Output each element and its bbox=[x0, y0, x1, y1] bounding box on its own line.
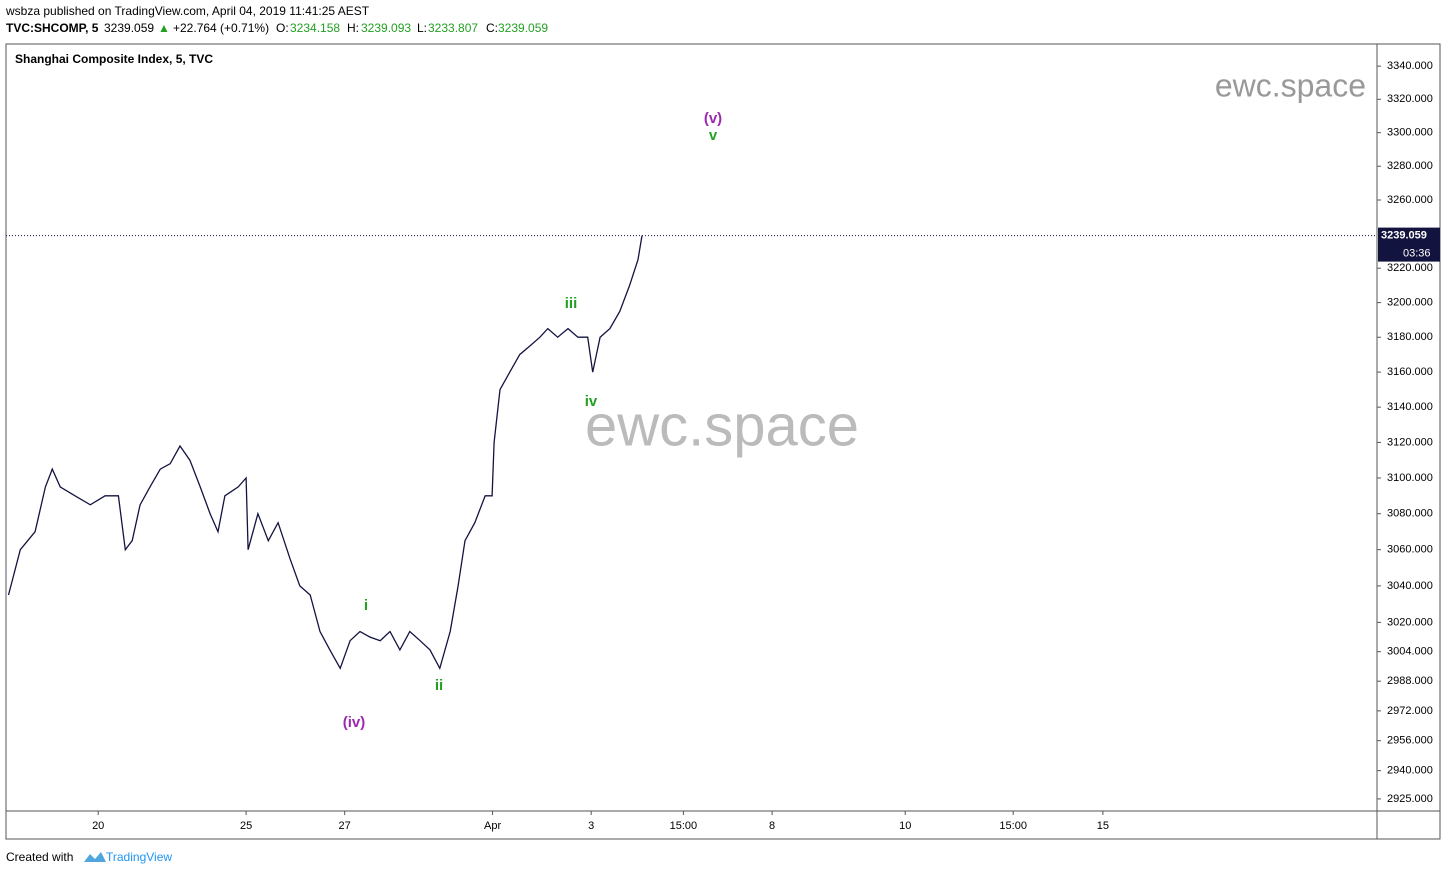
y-tick-label: 3080.000 bbox=[1387, 508, 1433, 520]
y-tick-label: 3020.000 bbox=[1387, 616, 1433, 628]
x-tick-label: 27 bbox=[339, 820, 351, 832]
y-tick-label: 3160.000 bbox=[1387, 366, 1433, 378]
last-price-box bbox=[1378, 227, 1440, 262]
low: 3233.807 bbox=[428, 21, 478, 35]
countdown: 03:36 bbox=[1403, 248, 1431, 260]
y-tick-label: 3100.000 bbox=[1387, 472, 1433, 484]
change: +22.764 (+0.71%) bbox=[173, 21, 269, 35]
y-tick-label: 3280.000 bbox=[1387, 160, 1433, 172]
wave-label: (v) bbox=[704, 110, 722, 127]
x-tick-label: 15 bbox=[1097, 820, 1109, 832]
y-tick-label: 2988.000 bbox=[1387, 675, 1433, 687]
y-tick-label: 3260.000 bbox=[1387, 194, 1433, 206]
symbol: TVC:SHCOMP, 5 bbox=[6, 21, 99, 35]
y-tick-label: 2925.000 bbox=[1387, 793, 1433, 805]
published: wsbza published on TradingView.com, Apri… bbox=[5, 4, 370, 18]
y-tick-label: 3140.000 bbox=[1387, 401, 1433, 413]
l-label: L: bbox=[417, 21, 427, 35]
watermark: ewc.space bbox=[585, 393, 859, 458]
x-tick-label: 25 bbox=[240, 820, 252, 832]
y-tick-label: 3120.000 bbox=[1387, 436, 1433, 448]
y-tick-label: 3220.000 bbox=[1387, 262, 1433, 274]
y-tick-label: 2940.000 bbox=[1387, 765, 1433, 777]
y-tick-label: 3040.000 bbox=[1387, 580, 1433, 592]
wave-label: i bbox=[364, 597, 368, 614]
y-tick-label: 2956.000 bbox=[1387, 735, 1433, 747]
wave-label: v bbox=[709, 127, 718, 144]
high: 3239.093 bbox=[361, 21, 411, 35]
open: 3234.158 bbox=[290, 21, 340, 35]
y-tick-label: 3060.000 bbox=[1387, 544, 1433, 556]
c-label: C: bbox=[486, 21, 498, 35]
y-tick-label: 3180.000 bbox=[1387, 331, 1433, 343]
y-tick-label: 3004.000 bbox=[1387, 646, 1433, 658]
wave-label: (iv) bbox=[343, 714, 366, 731]
chart-title: Shanghai Composite Index, 5, TVC bbox=[15, 52, 213, 66]
h-label: H: bbox=[347, 21, 359, 35]
logo bbox=[84, 852, 106, 862]
x-tick-label: 3 bbox=[588, 820, 594, 832]
x-tick-label: 20 bbox=[92, 820, 104, 832]
footer-created: Created with bbox=[6, 850, 73, 864]
x-tick-label: 10 bbox=[899, 820, 911, 832]
arrow: ▲ bbox=[158, 21, 170, 35]
y-tick-label: 3340.000 bbox=[1387, 60, 1433, 72]
frame bbox=[5, 43, 1441, 840]
o-label: O: bbox=[276, 21, 289, 35]
y-tick-label: 2972.000 bbox=[1387, 705, 1433, 717]
x-tick-label: 15:00 bbox=[999, 820, 1027, 832]
y-tick-label: 3320.000 bbox=[1387, 93, 1433, 105]
wave-label: iv bbox=[585, 393, 598, 410]
wave-label: ii bbox=[435, 677, 443, 694]
price: 3239.059 bbox=[104, 21, 154, 35]
last-price-label: 3239.059 bbox=[1381, 230, 1427, 242]
x-tick-label: Apr bbox=[484, 820, 501, 832]
x-tick-label: 8 bbox=[769, 820, 775, 832]
x-tick-label: 15:00 bbox=[670, 820, 698, 832]
footer-brand[interactable]: TradingView bbox=[106, 850, 172, 864]
close: 3239.059 bbox=[498, 21, 548, 35]
price-line bbox=[7, 235, 643, 671]
watermark: ewc.space bbox=[1215, 67, 1366, 103]
ohlc-bar: TVC:SHCOMP, 5 3239.059 ▲ +22.764 (+0.71%… bbox=[6, 21, 548, 35]
y-tick-label: 3200.000 bbox=[1387, 297, 1433, 309]
y-tick-label: 3300.000 bbox=[1387, 127, 1433, 139]
wave-label: iii bbox=[565, 295, 578, 312]
